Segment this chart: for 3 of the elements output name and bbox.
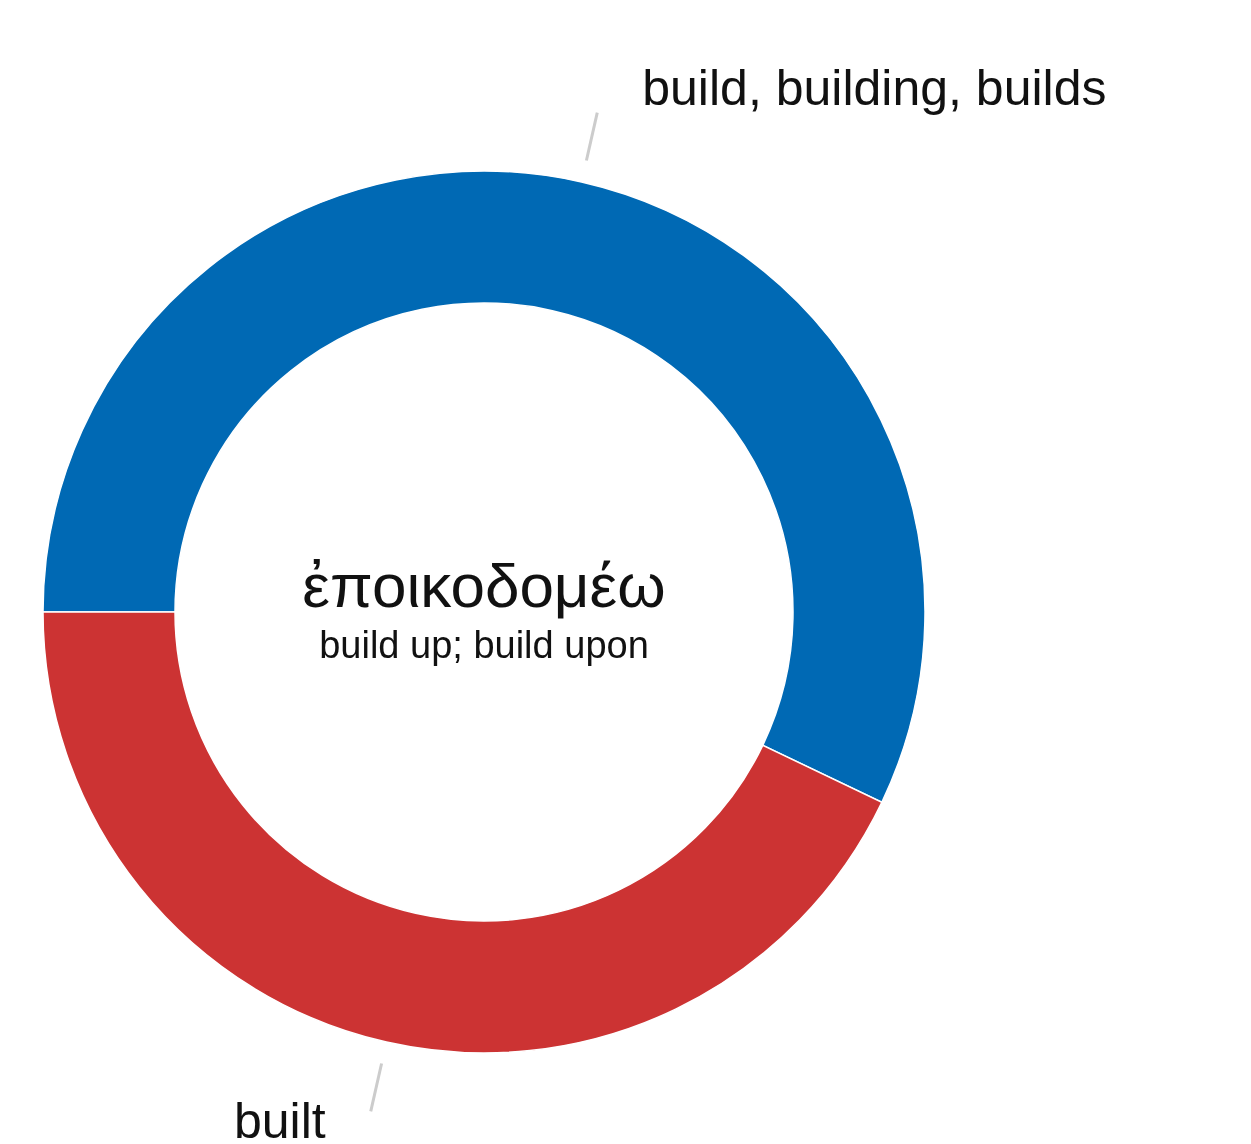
text: build up; build upon [318, 623, 650, 668]
text: ἐποικοδομέω [301, 550, 667, 622]
slice-label: build, building, builds [642, 59, 1107, 116]
